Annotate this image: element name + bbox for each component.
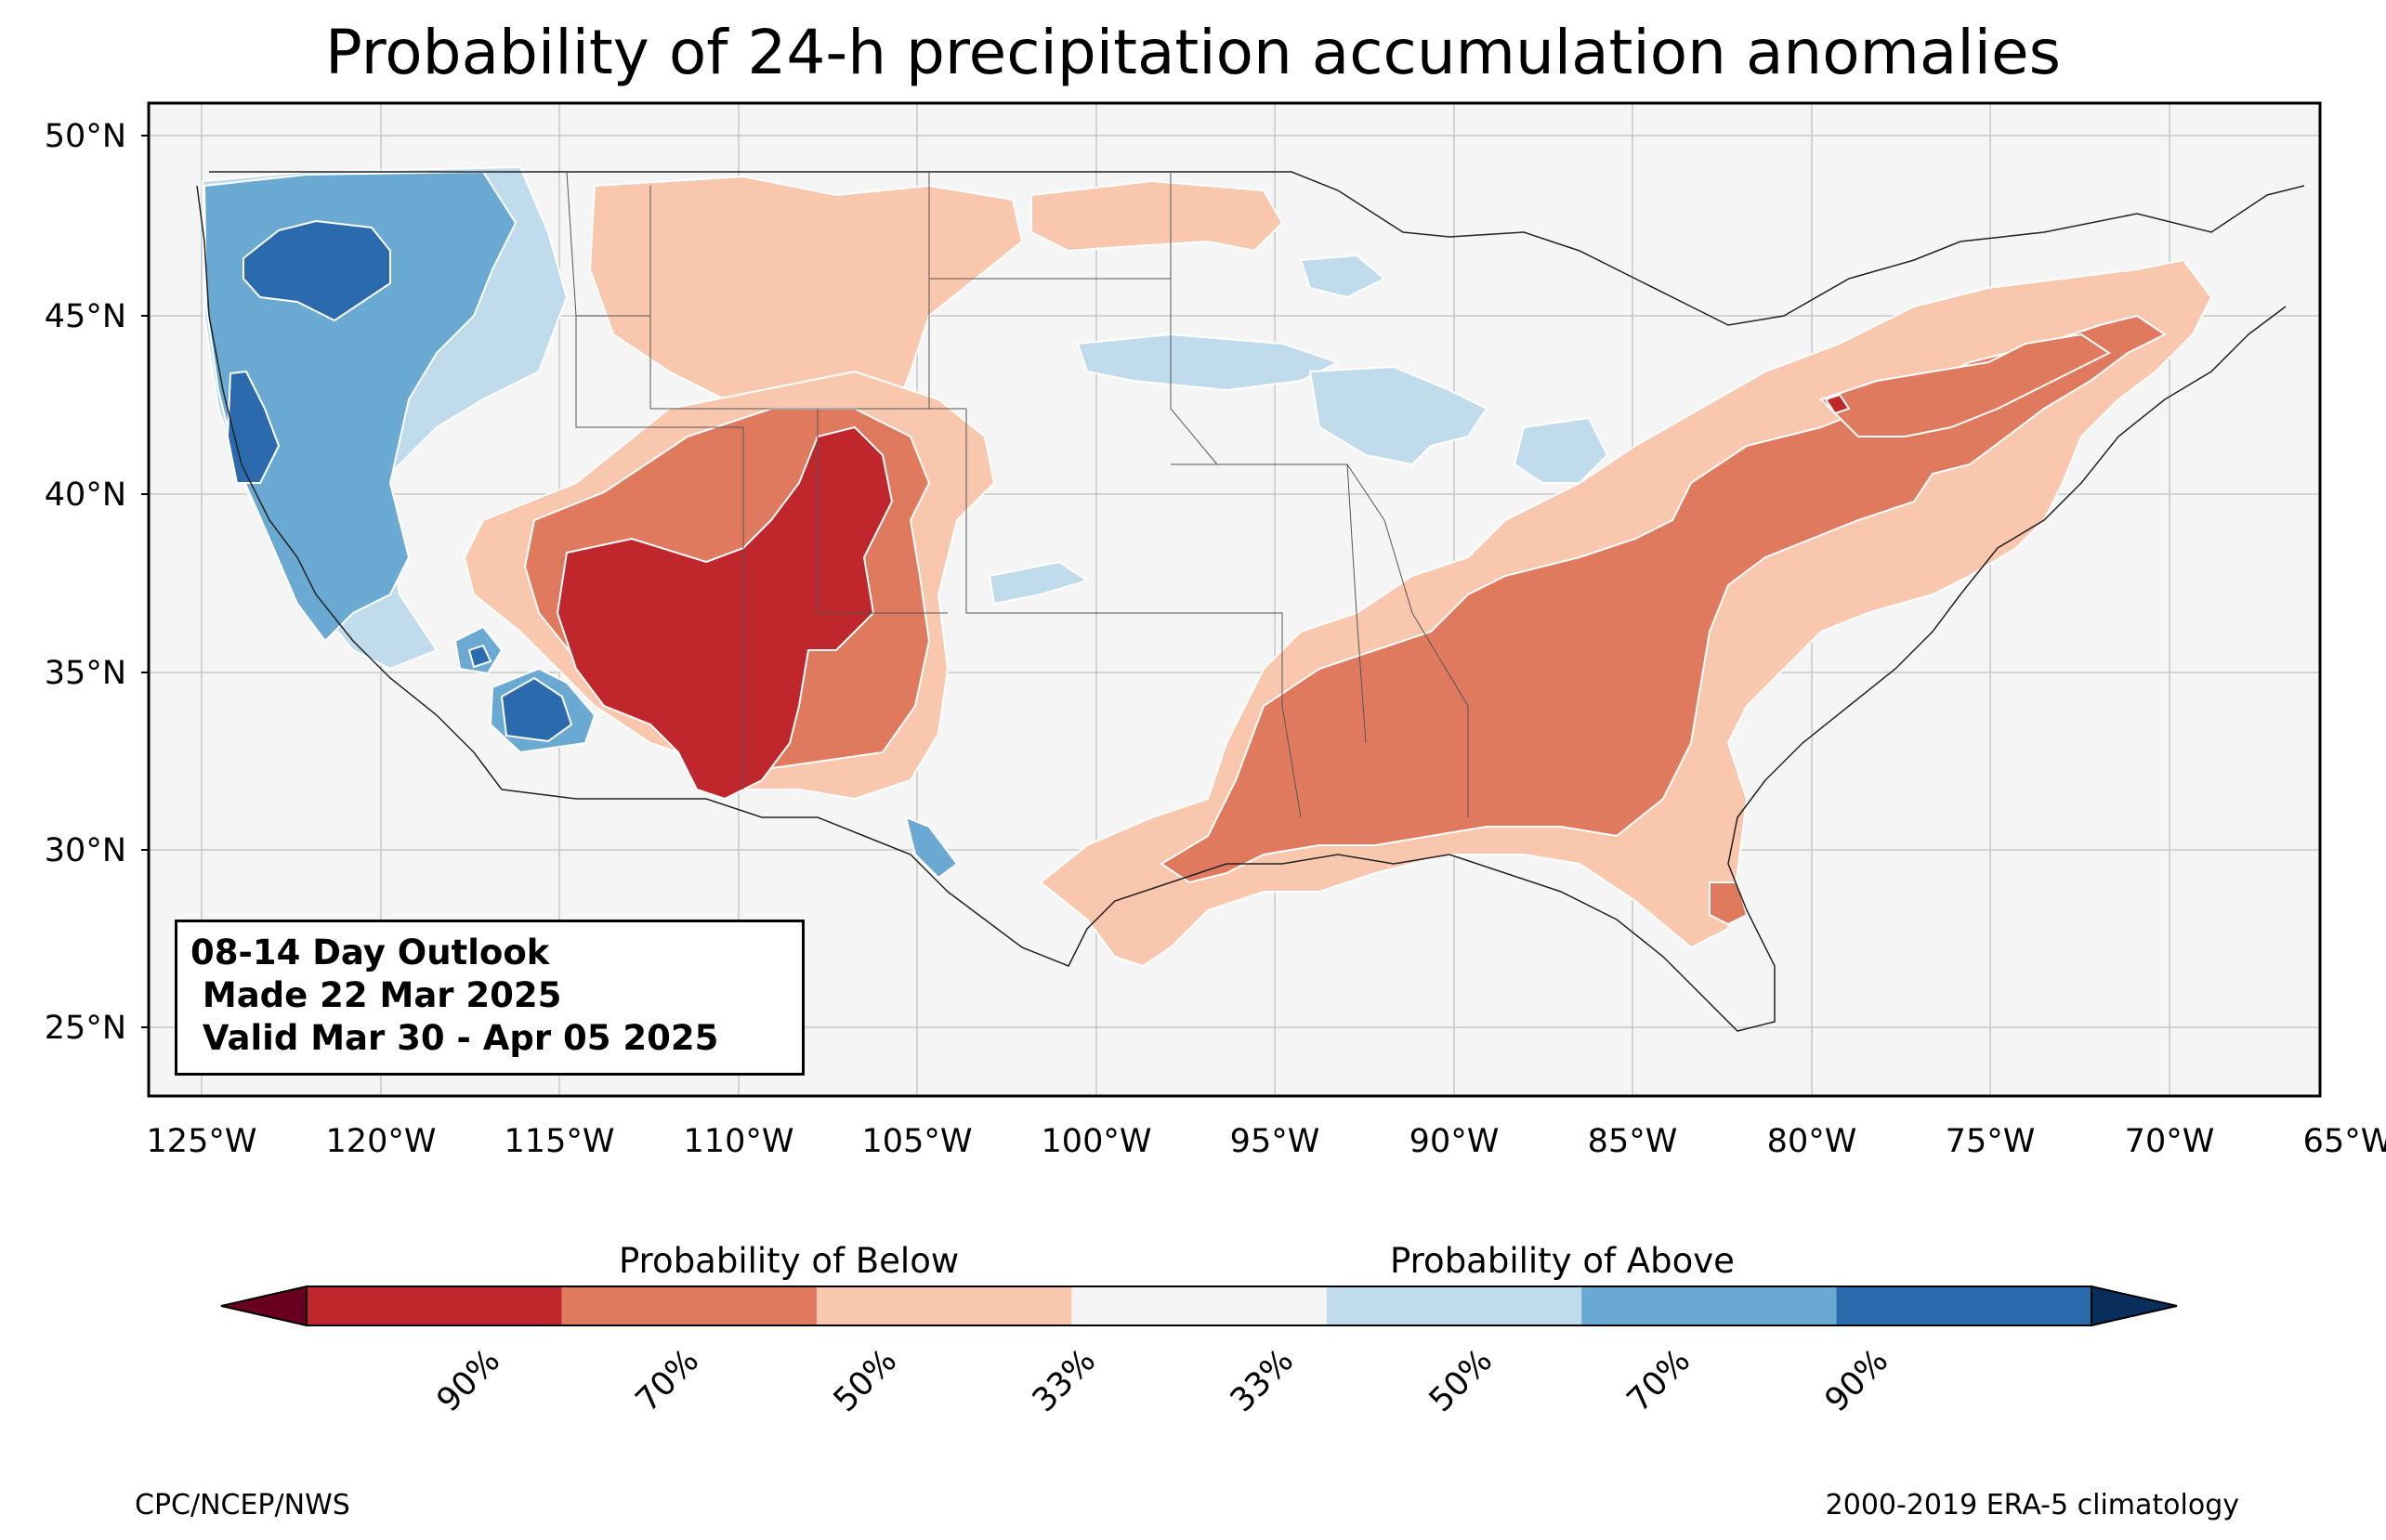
lon-tick-115: 115°W xyxy=(505,1123,615,1160)
lat-tick-30: 30°N xyxy=(45,832,126,869)
nw-above-70-region xyxy=(243,219,391,322)
wy-above-33-region xyxy=(1299,254,1386,299)
colorbar xyxy=(220,1285,2178,1327)
lon-tick-100: 100°W xyxy=(1042,1123,1152,1160)
colorbar-bin xyxy=(1836,1286,2092,1325)
lon-tick-75: 75°W xyxy=(1946,1123,2036,1160)
lon-tick-105: 105°W xyxy=(862,1123,973,1160)
below-normal-regions xyxy=(463,175,2213,968)
credit-right: 2000-2019 ERA-5 climatology xyxy=(1825,1489,2239,1521)
chart-title: Probability of 24-h precipitation accumu… xyxy=(324,17,2062,88)
colorbar-bin xyxy=(816,1286,1072,1325)
above-normal-regions xyxy=(201,165,1609,880)
lat-tick-25: 25°N xyxy=(45,1010,126,1047)
colorbar-below-label: Probability of Below xyxy=(619,1241,960,1281)
midwest-above-33-region xyxy=(1308,365,1488,466)
latitude-tick-labels: 50°N 45°N 40°N 35°N 30°N 25°N xyxy=(45,118,149,1047)
coastlines-and-borders xyxy=(196,171,2305,1032)
colorbar-bin xyxy=(1071,1286,1328,1325)
ny-below-70-region xyxy=(1824,393,1851,415)
lon-tick-120: 120°W xyxy=(326,1123,437,1160)
lon-tick-90: 90°W xyxy=(1409,1123,1500,1160)
valid-dates: Valid Mar 30 - Apr 05 2025 xyxy=(190,1018,719,1058)
longitude-tick-labels: 125°W 120°W 115°W 110°W 105°W 100°W 95°W… xyxy=(147,1123,2386,1160)
lat-tick-45: 45°N xyxy=(45,298,126,335)
colorbar-bin xyxy=(1581,1286,1838,1325)
lon-tick-125: 125°W xyxy=(147,1123,257,1160)
colorbar-bin xyxy=(1326,1286,1582,1325)
ny-below-50-region xyxy=(1819,333,2111,437)
ks-above-33-region xyxy=(988,560,1090,606)
sw-above-70-region xyxy=(500,676,573,743)
colorbar-bin xyxy=(307,1286,562,1325)
dakotas-below-33-region xyxy=(1030,179,1284,253)
lon-tick-95: 95°W xyxy=(1230,1123,1320,1160)
colorbar-left-arrow xyxy=(220,1285,308,1327)
map-frame xyxy=(147,101,2322,1098)
fl-below-50-region xyxy=(1709,881,1749,926)
plains-above-33-region xyxy=(1076,333,1341,392)
lat-tick-35: 35°N xyxy=(45,655,126,692)
outlook-period: 08-14 Day Outlook xyxy=(190,933,550,972)
lon-tick-65: 65°W xyxy=(2303,1123,2386,1160)
lon-tick-85: 85°W xyxy=(1588,1123,1678,1160)
made-date: Made 22 Mar 2025 xyxy=(190,975,562,1015)
lat-tick-50: 50°N xyxy=(45,118,126,155)
south-below-50-region xyxy=(1160,314,2167,884)
lon-tick-80: 80°W xyxy=(1767,1123,1857,1160)
lon-tick-110: 110°W xyxy=(684,1123,794,1160)
az-above-70-region xyxy=(467,644,492,669)
colorbar-frame xyxy=(306,1286,2092,1326)
lat-tick-40: 40°N xyxy=(45,476,126,514)
tx-above-50-region xyxy=(904,816,959,880)
lon-tick-70: 70°W xyxy=(2125,1123,2215,1160)
credit-left: CPC/NCEP/NWS xyxy=(135,1489,350,1521)
colorbar-above-label: Probability of Above xyxy=(1390,1241,1735,1281)
southwest-below-70-region xyxy=(556,425,894,801)
outlook-info-box: 08-14 Day Outlook Made 22 Mar 2025 Valid… xyxy=(175,920,805,1076)
nw-above-70-south-region xyxy=(226,370,281,484)
colorbar-right-arrow xyxy=(2091,1285,2178,1327)
colorbar-bin xyxy=(561,1286,818,1325)
